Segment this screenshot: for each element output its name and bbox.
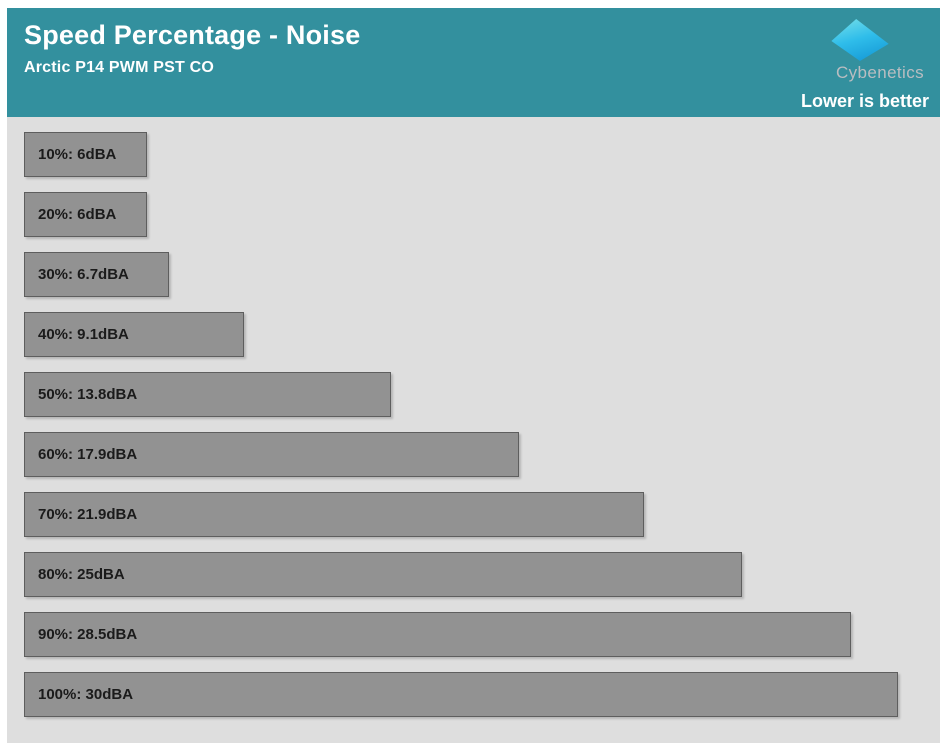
cybenetics-parallelogram-icon: [831, 19, 889, 61]
lower-is-better-note: Lower is better: [800, 91, 929, 111]
bar-label: 30%: 6.7dBA: [38, 266, 129, 283]
bar-label: 100%: 30dBA: [38, 686, 134, 703]
header-branding: Cybenetics Lower is better: [801, 19, 930, 117]
bar: 90%: 28.5dBA: [24, 612, 851, 657]
bar-label: 70%: 21.9dBA: [38, 506, 138, 523]
chart-card: Speed Percentage - Noise Arctic P14 PWM …: [7, 8, 940, 743]
bar-label: 90%: 28.5dBA: [38, 626, 138, 643]
bar: 30%: 6.7dBA: [24, 252, 169, 297]
bar-label: 60%: 17.9dBA: [38, 446, 138, 463]
bar-label: 10%: 6dBA: [38, 146, 117, 163]
bar-label: 20%: 6dBA: [38, 206, 117, 223]
bar: 20%: 6dBA: [24, 192, 147, 237]
chart-header: Speed Percentage - Noise Arctic P14 PWM …: [7, 8, 940, 117]
chart-subtitle: Arctic P14 PWM PST CO: [24, 58, 215, 76]
cybenetics-wordmark: Cybenetics: [835, 63, 925, 82]
bar: 100%: 30dBA: [24, 672, 898, 717]
bar: 80%: 25dBA: [24, 552, 742, 597]
bar-chart-plot-area: 10%: 6dBA 20%: 6dBA 30%: 6.7dBA 40%: 9.1…: [7, 117, 940, 743]
bar: 70%: 21.9dBA: [24, 492, 644, 537]
bar-label: 50%: 13.8dBA: [38, 386, 138, 403]
bar: 60%: 17.9dBA: [24, 432, 519, 477]
bar-label: 40%: 9.1dBA: [38, 326, 129, 343]
bar-label: 80%: 25dBA: [38, 566, 125, 583]
bar: 40%: 9.1dBA: [24, 312, 244, 357]
header-titles: Speed Percentage - Noise Arctic P14 PWM …: [24, 19, 360, 117]
bar: 50%: 13.8dBA: [24, 372, 391, 417]
chart-title: Speed Percentage - Noise: [24, 20, 361, 50]
cybenetics-logo: Cybenetics: [831, 19, 929, 83]
bar: 10%: 6dBA: [24, 132, 147, 177]
